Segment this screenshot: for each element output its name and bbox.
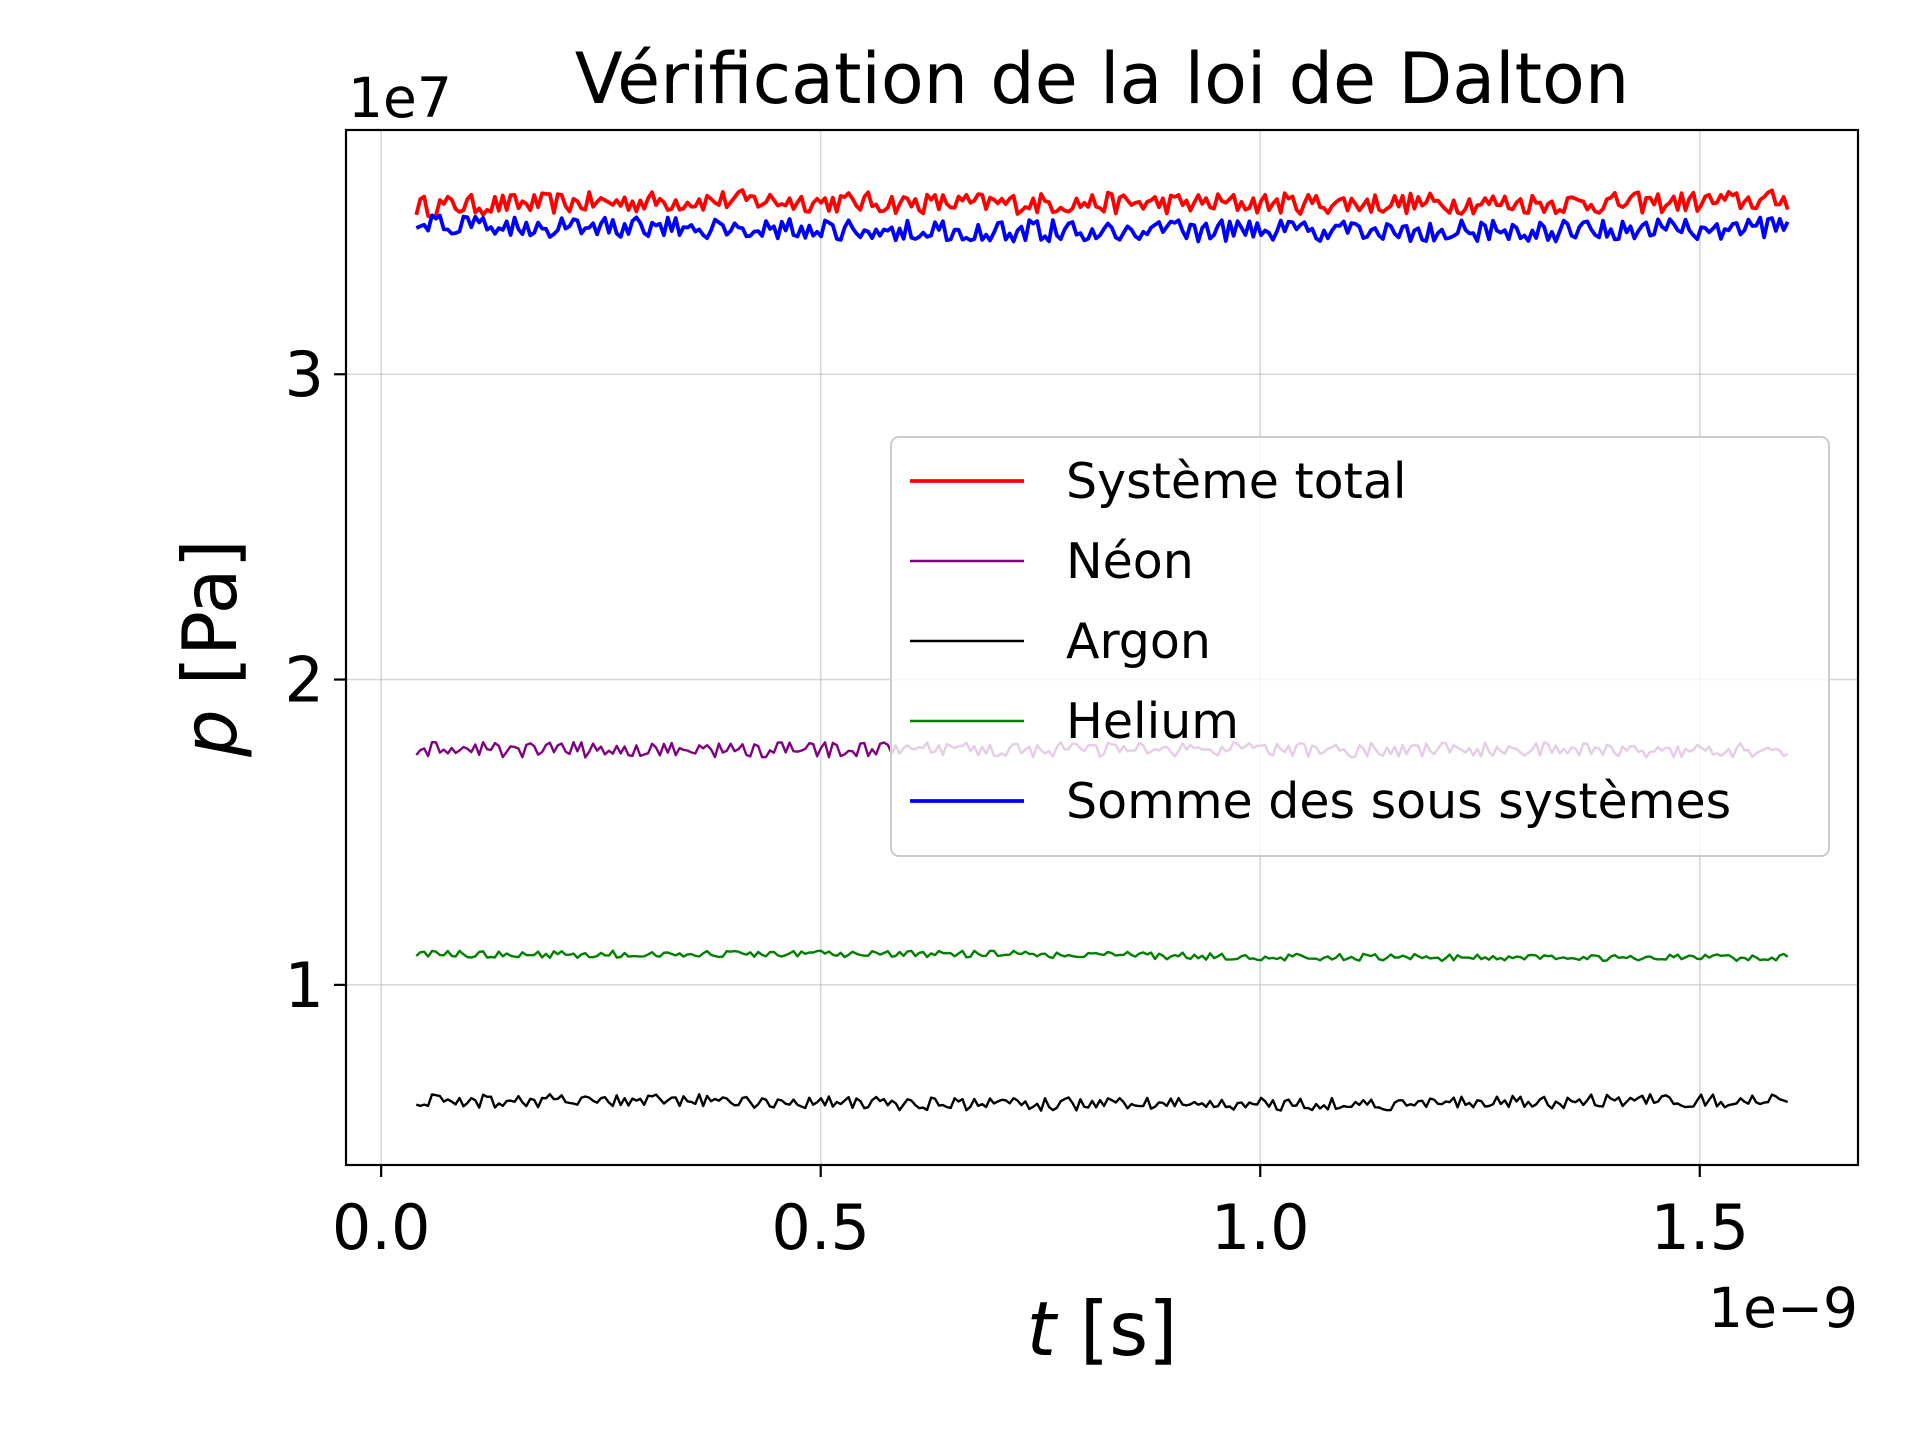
y-axis-unit: [Pa]: [166, 539, 254, 685]
series-line-2: [415, 1093, 1789, 1112]
legend: Système total Néon Argon Helium Somme des so…: [890, 436, 1830, 857]
x-tick-label: 0.0: [332, 1191, 431, 1264]
chart-title: Vérification de la loi de Dalton: [575, 38, 1630, 120]
legend-frame: [890, 436, 1830, 857]
x-tick-label: 1.0: [1211, 1191, 1310, 1264]
y-tick-label: 1: [285, 949, 324, 1022]
x-axis-label: t [s]: [1027, 1285, 1178, 1373]
x-tick-label: 1.5: [1650, 1191, 1749, 1264]
x-tick-label: 0.5: [771, 1191, 870, 1264]
y-tick-label: 3: [285, 338, 324, 411]
series-line-0: [414, 188, 1790, 219]
legend-label: Système total: [1066, 453, 1407, 510]
series-line-3: [415, 949, 1789, 963]
y-offset-label: 1e7: [348, 66, 452, 130]
x-axis-unit: [s]: [1080, 1285, 1178, 1373]
x-offset-label: 1e−9: [1708, 1276, 1858, 1340]
ticks: 0.0 0.5 1.0 1.5 1 2 3: [285, 338, 1750, 1264]
legend-label: Néon: [1066, 533, 1194, 590]
legend-label: Helium: [1066, 693, 1239, 750]
legend-label: Somme des sous systèmes: [1066, 773, 1731, 830]
x-axis-variable: t: [1027, 1285, 1059, 1373]
series-line-4: [415, 213, 1790, 244]
plot-frame: [344, 128, 1860, 1167]
y-tick-label: 2: [285, 644, 324, 717]
legend-label: Argon: [1066, 613, 1211, 670]
y-axis-label: p [Pa]: [166, 539, 254, 758]
y-axis-variable: p: [166, 709, 254, 758]
